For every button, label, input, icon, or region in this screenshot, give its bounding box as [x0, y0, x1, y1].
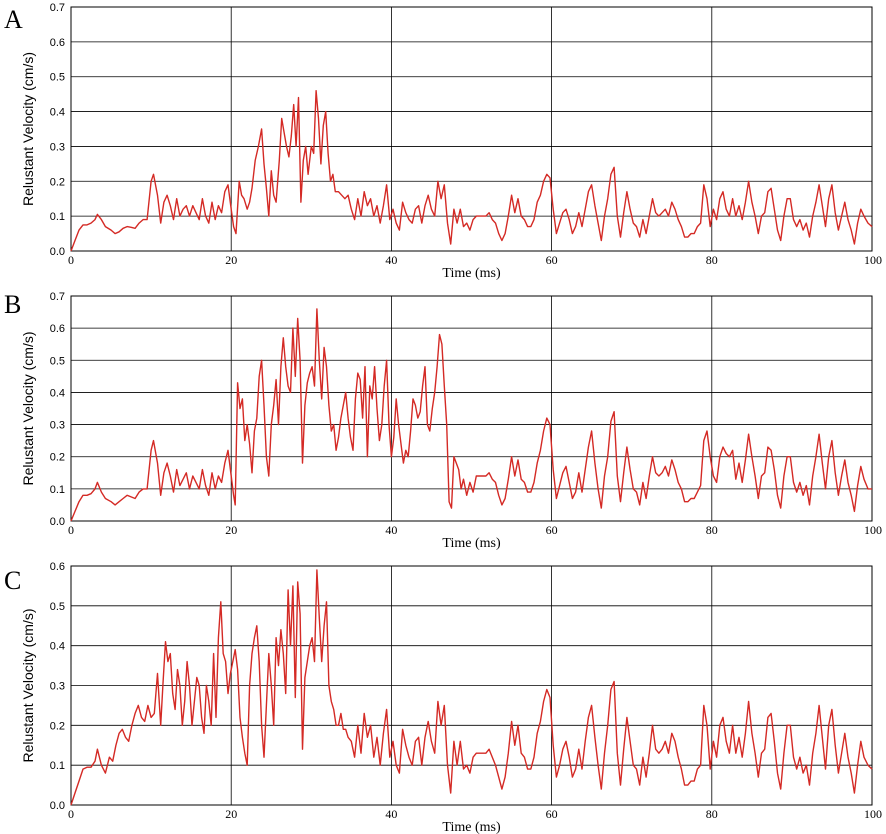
x-tick-label: 100: [864, 253, 882, 267]
panel-label: A: [4, 5, 23, 34]
x-tick-label: 60: [546, 523, 558, 537]
y-tick-label: 0.4: [50, 387, 65, 399]
y-tick-label: 0.6: [50, 561, 65, 573]
x-tick-label: 80: [706, 523, 718, 537]
chart-panel-b: B 0.0 0.1 0.2 0.3 0.4 0.5 0.6 0.7 0 20 40 60 80 100 Tim…: [4, 290, 882, 551]
x-tick-label: 20: [225, 807, 237, 821]
x-tick-label: 80: [706, 807, 718, 821]
x-axis-label: Time (ms): [442, 536, 501, 551]
x-tick-label: 100: [864, 807, 882, 821]
plot-frame: [70, 565, 873, 806]
x-tick-label: 40: [385, 807, 397, 821]
y-tick-label: 0.5: [50, 355, 65, 367]
y-tick-label: 0.0: [50, 246, 65, 258]
x-tick-label: 0: [68, 523, 74, 537]
y-axis-label: Relustant Velocity (cm/s): [20, 331, 36, 485]
y-tick-label: 0.6: [50, 37, 65, 49]
x-tick-label: 60: [546, 253, 558, 267]
velocity-series-line: [70, 308, 872, 522]
y-tick-label: 0.2: [50, 452, 65, 464]
x-tick-label: 0: [68, 807, 74, 821]
y-tick-label: 0.5: [50, 72, 65, 84]
plot-frame: [70, 6, 873, 252]
x-tick-label: 20: [225, 523, 237, 537]
x-tick-label: 20: [225, 253, 237, 267]
velocity-series-line: [70, 569, 873, 806]
x-tick-label: 40: [385, 523, 397, 537]
y-tick-label: 0.4: [50, 641, 65, 653]
velocity-series-line: [70, 90, 873, 252]
y-tick-label: 0.7: [50, 2, 65, 14]
x-tick-label: 0: [68, 253, 74, 267]
y-tick-label: 0.3: [50, 681, 65, 693]
x-tick-label: 40: [385, 253, 397, 267]
y-tick-label: 0.1: [50, 484, 65, 496]
y-axis-label: Relustant Velocity (cm/s): [20, 608, 36, 762]
y-tick-label: 0.1: [50, 760, 65, 772]
y-axis-label: Relustant Velocity (cm/s): [20, 52, 36, 206]
chart-panel-a: A 0.0 0.1 0.2 0.3 0.4 0.5 0.6 0.7 0 20 40 60 80 100 Tim…: [4, 2, 882, 281]
x-tick-label: 80: [706, 253, 718, 267]
plot-frame: [70, 295, 873, 522]
y-tick-label: 0.3: [50, 141, 65, 153]
panel-label: C: [4, 566, 21, 595]
y-tick-label: 0.2: [50, 176, 65, 188]
x-tick-label: 100: [864, 523, 882, 537]
y-tick-label: 0.7: [50, 291, 65, 303]
y-tick-label: 0.6: [50, 323, 65, 335]
x-tick-label: 60: [546, 807, 558, 821]
y-tick-label: 0.0: [50, 516, 65, 528]
chart-panel-c: C 0.0 0.1 0.2 0.3 0.4 0.5 0.6 0 20 40 60 80 100 Time (…: [4, 561, 882, 834]
y-tick-label: 0.0: [50, 800, 65, 812]
y-tick-label: 0.4: [50, 107, 65, 119]
x-axis-label: Time (ms): [442, 266, 501, 281]
x-axis-label: Time (ms): [442, 820, 501, 834]
y-tick-label: 0.3: [50, 420, 65, 432]
y-tick-label: 0.1: [50, 211, 65, 223]
y-tick-label: 0.5: [50, 601, 65, 613]
panel-label: B: [4, 290, 21, 319]
y-tick-label: 0.2: [50, 720, 65, 732]
